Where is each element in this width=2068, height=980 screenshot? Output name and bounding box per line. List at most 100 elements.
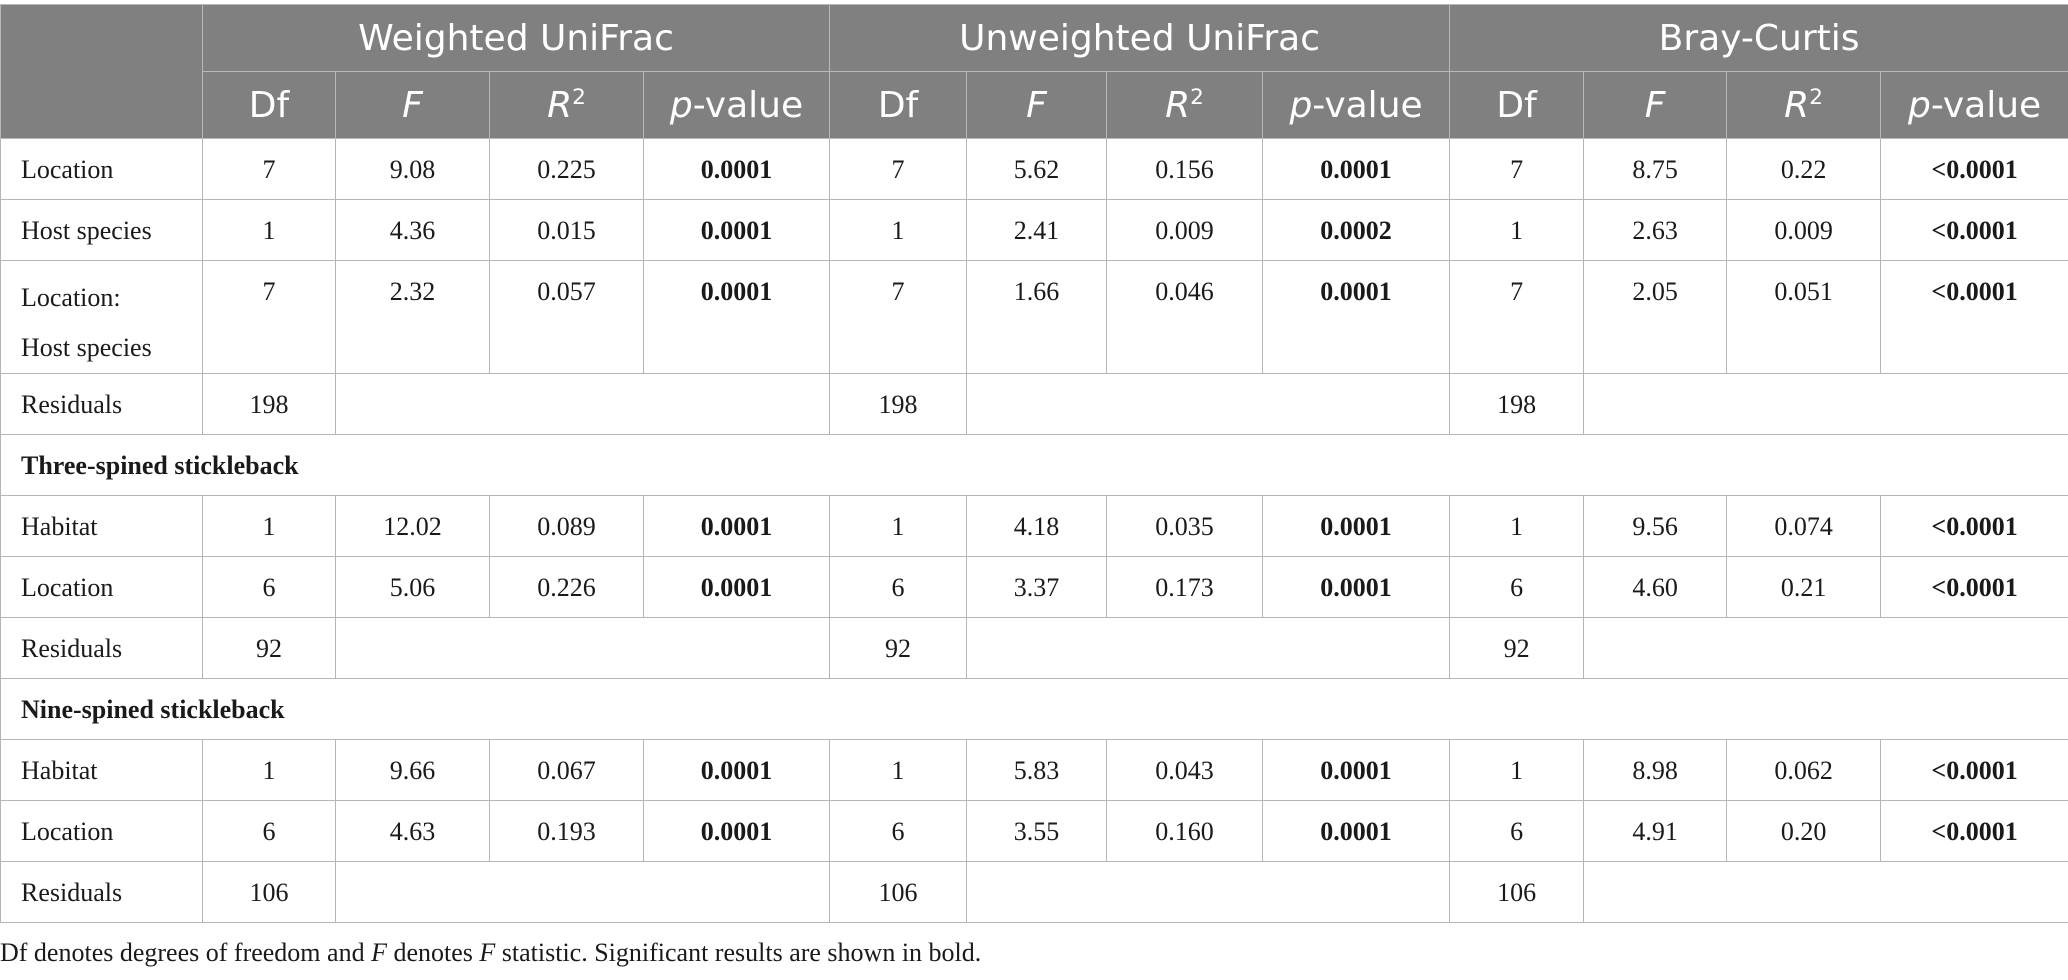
value-cell: 1 bbox=[1449, 495, 1585, 557]
p-value-cell: <0.0001 bbox=[1880, 800, 2068, 862]
value-cell: 4.60 bbox=[1583, 556, 1728, 618]
df-cell: 106 bbox=[829, 861, 968, 923]
value-cell: 9.56 bbox=[1583, 495, 1728, 557]
df-cell: 106 bbox=[1449, 861, 1585, 923]
p-value-cell: 0.0001 bbox=[642, 556, 831, 618]
value-cell: 1 bbox=[829, 199, 968, 261]
table-row: Host species 1 4.36 0.015 0.0001 1 2.41 0.009 0.… bbox=[0, 199, 2068, 261]
value-cell: 4.36 bbox=[335, 199, 490, 261]
row-label-line: Host species bbox=[21, 333, 152, 362]
value-cell: 2.41 bbox=[966, 199, 1108, 261]
p-value-cell: <0.0001 bbox=[1880, 138, 2068, 200]
row-label: Habitat bbox=[0, 739, 203, 801]
value-cell: 12.02 bbox=[335, 495, 490, 557]
table-row: Location 6 4.63 0.193 0.0001 6 3.55 0.160 0.0001… bbox=[0, 800, 2068, 862]
table-row: Location: Host species 7 2.32 0.057 0.0001 7 1.… bbox=[0, 260, 2068, 374]
value-cell: 1 bbox=[202, 199, 336, 261]
value-cell: 6 bbox=[202, 800, 336, 862]
value-cell: 1 bbox=[1449, 199, 1585, 261]
value-cell: 0.009 bbox=[1726, 199, 1882, 261]
row-label-line: Location: bbox=[21, 283, 121, 312]
value-cell: 0.067 bbox=[489, 739, 644, 801]
section-row: Three-spined stickleback bbox=[0, 434, 2068, 496]
empty-cell bbox=[1583, 861, 2068, 923]
value-cell: 4.18 bbox=[966, 495, 1108, 557]
column-header-df: Df bbox=[829, 71, 968, 139]
df-cell: 92 bbox=[829, 617, 968, 679]
p-value-cell: 0.0001 bbox=[642, 260, 831, 374]
value-cell: 2.63 bbox=[1583, 199, 1728, 261]
empty-cell bbox=[334, 861, 831, 923]
anova-table: Weighted UniFrac Unweighted UniFrac Bray… bbox=[0, 4, 2068, 923]
row-label: Location: Host species bbox=[0, 260, 203, 374]
empty-cell bbox=[334, 373, 831, 435]
df-cell: 198 bbox=[829, 373, 968, 435]
value-cell: 0.21 bbox=[1726, 556, 1882, 618]
table-row: Location 6 5.06 0.226 0.0001 6 3.37 0.173 0.0001… bbox=[0, 556, 2068, 618]
df-cell: 106 bbox=[202, 861, 336, 923]
p-value-cell: <0.0001 bbox=[1880, 199, 2068, 261]
value-cell: 0.226 bbox=[489, 556, 644, 618]
df-cell: 92 bbox=[1449, 617, 1585, 679]
value-cell: 8.98 bbox=[1583, 739, 1728, 801]
empty-cell bbox=[1583, 373, 2068, 435]
column-header-p-value: p-value bbox=[1880, 71, 2068, 139]
empty-cell bbox=[966, 861, 1451, 923]
group-header: Weighted UniFrac bbox=[201, 4, 831, 72]
row-label: Location bbox=[0, 138, 203, 200]
section-label: Three-spined stickleback bbox=[0, 434, 2068, 496]
p-value-cell: 0.0001 bbox=[1262, 138, 1451, 200]
empty-cell bbox=[966, 617, 1451, 679]
p-value-cell: <0.0001 bbox=[1880, 739, 2068, 801]
value-cell: 0.193 bbox=[489, 800, 644, 862]
value-cell: 0.043 bbox=[1106, 739, 1264, 801]
value-cell: 7 bbox=[202, 138, 336, 200]
value-cell: 1 bbox=[202, 739, 336, 801]
df-cell: 198 bbox=[1449, 373, 1585, 435]
value-cell: 0.22 bbox=[1726, 138, 1882, 200]
empty-cell bbox=[334, 617, 831, 679]
value-cell: 0.074 bbox=[1726, 495, 1882, 557]
p-value-cell: <0.0001 bbox=[1880, 556, 2068, 618]
header-corner bbox=[0, 4, 203, 139]
value-cell: 7 bbox=[202, 260, 336, 374]
column-header-p-value: p-value bbox=[1262, 71, 1451, 139]
p-value-cell: 0.0001 bbox=[642, 800, 831, 862]
table-header: Weighted UniFrac Unweighted UniFrac Bray… bbox=[0, 4, 2068, 139]
column-header-df: Df bbox=[202, 71, 336, 139]
value-cell: 0.156 bbox=[1106, 138, 1264, 200]
row-label: Habitat bbox=[0, 495, 203, 557]
table-row: Habitat 1 9.66 0.067 0.0001 1 5.83 0.043 0.0001 1… bbox=[0, 739, 2068, 801]
empty-cell bbox=[1583, 617, 2068, 679]
value-cell: 0.20 bbox=[1726, 800, 1882, 862]
row-label: Host species bbox=[0, 199, 203, 261]
value-cell: 0.160 bbox=[1106, 800, 1264, 862]
value-cell: 7 bbox=[1449, 260, 1585, 374]
column-header-f: F bbox=[335, 71, 490, 139]
empty-cell bbox=[966, 373, 1451, 435]
value-cell: 6 bbox=[1449, 800, 1585, 862]
column-header-r2: R2 bbox=[1106, 71, 1264, 139]
p-value-cell: 0.0002 bbox=[1262, 199, 1451, 261]
row-label: Residuals bbox=[0, 373, 203, 435]
value-cell: 5.06 bbox=[335, 556, 490, 618]
value-cell: 1.66 bbox=[966, 260, 1108, 374]
df-cell: 198 bbox=[202, 373, 336, 435]
value-cell: 0.015 bbox=[489, 199, 644, 261]
table-body: Location 7 9.08 0.225 0.0001 7 5.62 0.156 0.0001… bbox=[0, 138, 2068, 923]
p-value-cell: 0.0001 bbox=[642, 739, 831, 801]
value-cell: 2.32 bbox=[335, 260, 490, 374]
p-value-cell: 0.0001 bbox=[1262, 495, 1451, 557]
row-label: Residuals bbox=[0, 617, 203, 679]
value-cell: 6 bbox=[1449, 556, 1585, 618]
value-cell: 0.225 bbox=[489, 138, 644, 200]
row-label: Location bbox=[0, 556, 203, 618]
section-row: Nine-spined stickleback bbox=[0, 678, 2068, 740]
p-value-cell: 0.0001 bbox=[1262, 556, 1451, 618]
value-cell: 0.089 bbox=[489, 495, 644, 557]
value-cell: 6 bbox=[202, 556, 336, 618]
value-cell: 4.63 bbox=[335, 800, 490, 862]
value-cell: 9.08 bbox=[335, 138, 490, 200]
value-cell: 0.051 bbox=[1726, 260, 1882, 374]
value-cell: 7 bbox=[829, 260, 968, 374]
